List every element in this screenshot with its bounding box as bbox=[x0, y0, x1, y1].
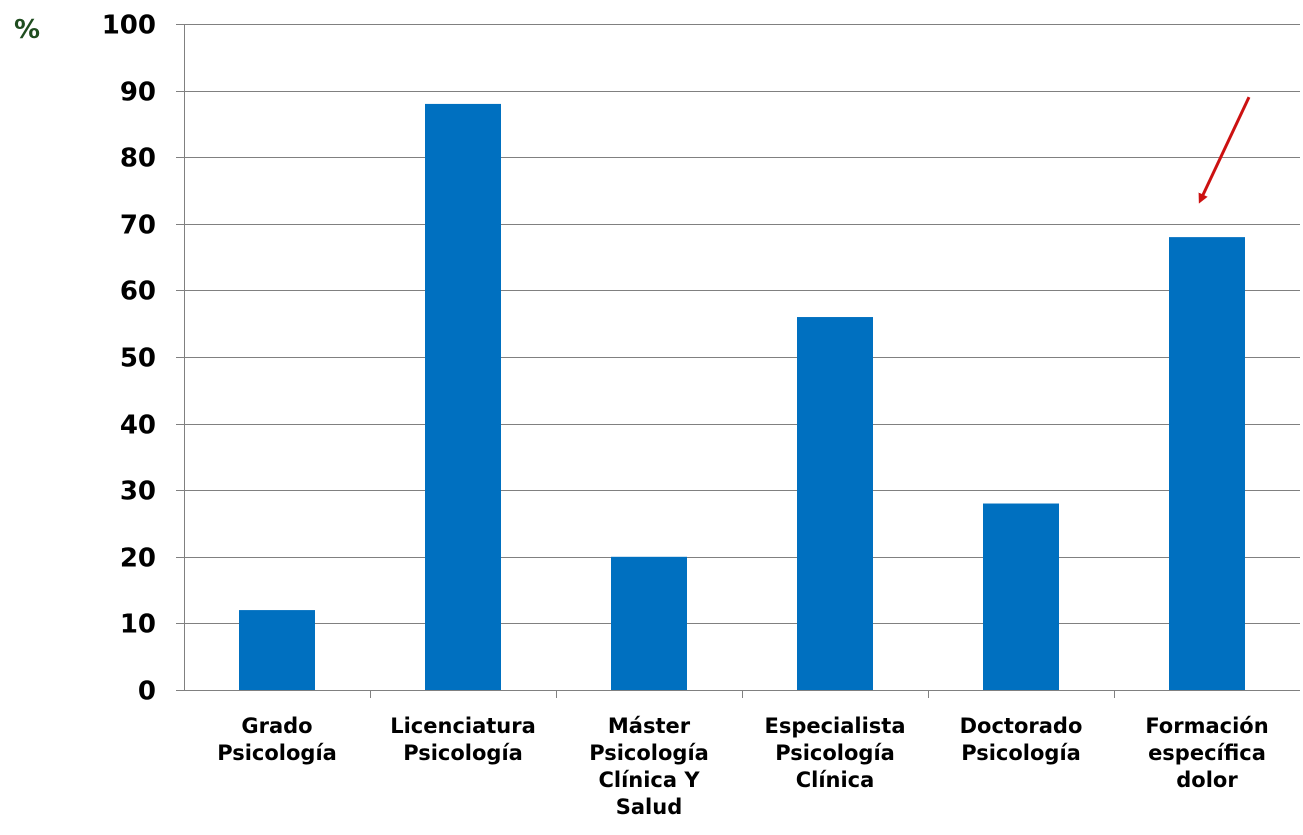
bar-3 bbox=[611, 556, 687, 690]
axes bbox=[176, 24, 1300, 698]
y-tick-label: 10 bbox=[120, 610, 156, 640]
gridlines bbox=[184, 24, 1300, 624]
x-tick-label: Grado Psicología bbox=[217, 714, 337, 765]
x-tick-label: Máster Psicología Clínica Y Salud bbox=[589, 714, 709, 819]
y-tick-label: 60 bbox=[120, 277, 156, 307]
y-axis-unit-label: % bbox=[14, 15, 40, 45]
bar-4 bbox=[797, 317, 873, 690]
y-axis-ticks: 0 10 20 30 40 50 60 70 80 90 100 bbox=[102, 11, 156, 707]
bar-6 bbox=[1169, 237, 1245, 690]
bar-2 bbox=[425, 103, 501, 691]
x-tick-label: Formación específica dolor bbox=[1145, 714, 1268, 792]
x-tick-label: Licenciatura Psicología bbox=[390, 714, 536, 765]
bar-5 bbox=[983, 503, 1059, 690]
bars bbox=[239, 103, 1245, 691]
y-tick-label: 70 bbox=[120, 211, 156, 241]
y-tick-label: 50 bbox=[120, 344, 156, 374]
y-tick-label: 0 bbox=[138, 677, 156, 707]
x-axis-labels: Grado Psicología Licenciatura Psicología Más… bbox=[217, 714, 1268, 819]
bar-1 bbox=[239, 610, 315, 690]
y-tick-label: 90 bbox=[120, 78, 156, 108]
y-tick-label: 100 bbox=[102, 11, 156, 41]
y-tick-label: 20 bbox=[120, 544, 156, 574]
y-tick-label: 30 bbox=[120, 477, 156, 507]
y-tick-label: 40 bbox=[120, 411, 156, 441]
x-tick-label: Doctorado Psicología bbox=[960, 714, 1083, 765]
y-tick-label: 80 bbox=[120, 144, 156, 174]
annotations bbox=[1198, 96, 1251, 204]
annotation-arrow bbox=[1198, 96, 1251, 204]
x-tick-label: Especialista Psicología Clínica bbox=[764, 714, 905, 792]
